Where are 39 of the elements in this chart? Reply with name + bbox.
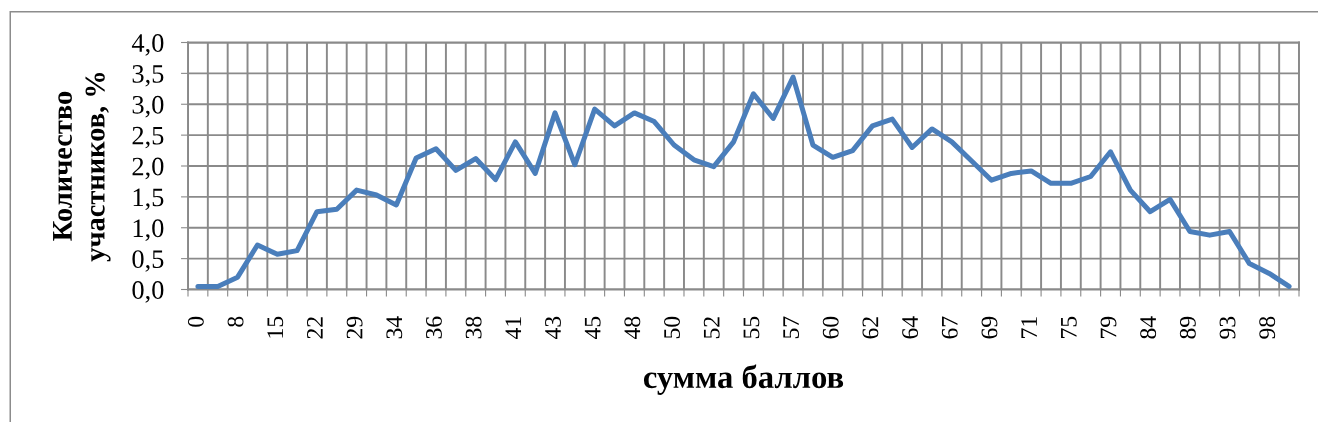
x-tick-label: 45 <box>584 316 601 340</box>
x-tick-label: 69 <box>981 316 998 339</box>
x-tick-label: 98 <box>1259 316 1276 339</box>
y-tick-label: 4,0 <box>131 34 164 56</box>
y-tick-label: 0,5 <box>132 250 164 272</box>
x-tick-label: 55 <box>743 316 760 339</box>
y-axis-title: Количество участников, % <box>53 72 111 262</box>
x-tick-label: 41 <box>505 317 522 340</box>
y-tick-label: 2,5 <box>132 126 164 149</box>
x-tick-label: 8 <box>227 316 244 327</box>
x-tick-label: 60 <box>822 316 839 339</box>
y-tick-label: 3,0 <box>132 95 164 118</box>
x-tick-label: 52 <box>703 317 720 339</box>
x-tick-label: 36 <box>426 316 442 339</box>
y-tick-label: 3,5 <box>132 65 164 87</box>
x-tick-label: 62 <box>862 317 879 339</box>
x-tick-label: 75 <box>1061 316 1077 338</box>
x-tick-label: 57 <box>783 316 800 339</box>
y-tick-label: 2,0 <box>132 157 164 180</box>
x-tick-label: 50 <box>664 316 680 339</box>
x-tick-label: 71 <box>1021 317 1037 338</box>
x-tick-label: 79 <box>1100 316 1117 338</box>
x-tick-label: 84 <box>1140 316 1157 339</box>
x-tick-label: 89 <box>1179 316 1196 339</box>
x-tick-label: 43 <box>545 316 561 340</box>
x-tick-label: 48 <box>624 316 641 340</box>
x-axis-title: сумма баллов <box>643 364 844 395</box>
x-tick-label: 64 <box>902 316 919 339</box>
x-tick-label: 38 <box>465 316 482 339</box>
x-tick-label: 67 <box>941 316 958 339</box>
y-tick-label: 1,0 <box>133 219 164 241</box>
x-tick-label: 34 <box>386 316 403 339</box>
y-tick-label: 0,0 <box>132 281 164 303</box>
x-tick-label: 93 <box>1219 316 1236 339</box>
y-tick-label: 1,5 <box>133 188 164 211</box>
x-tick-label: 0 <box>187 316 204 327</box>
x-tick-label: 15 <box>267 316 284 338</box>
x-tick-label: 22 <box>307 317 323 339</box>
x-tick-label: 29 <box>346 316 363 339</box>
